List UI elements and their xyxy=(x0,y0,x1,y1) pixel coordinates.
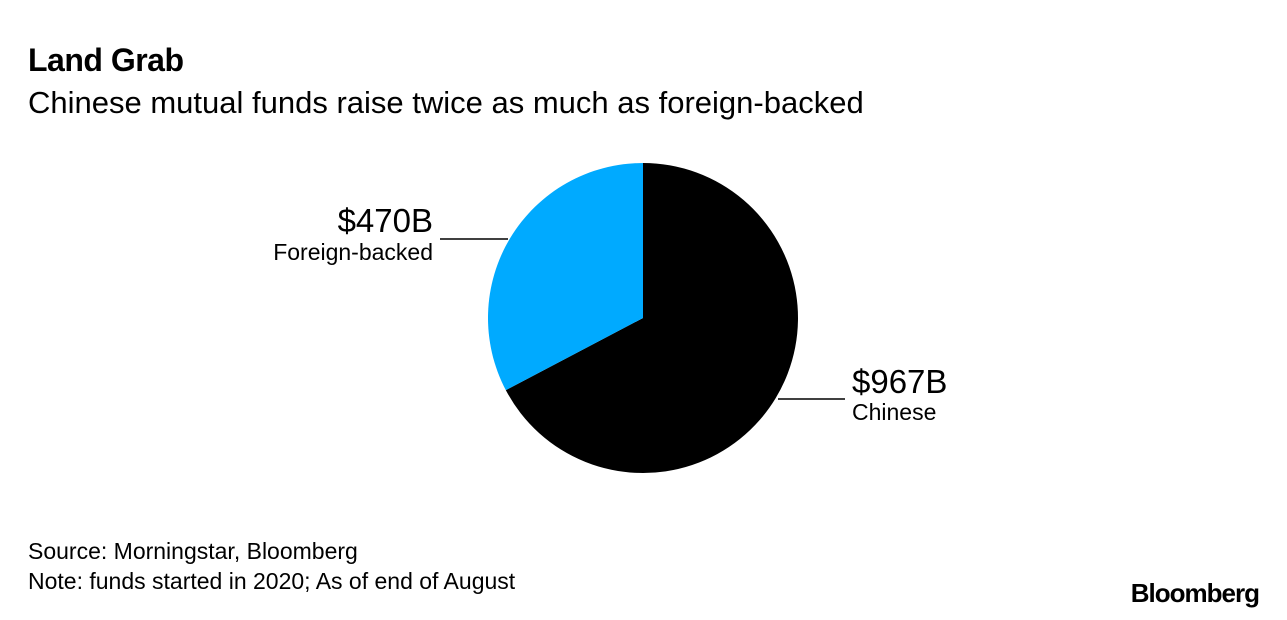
slice-value-label: $967B xyxy=(852,363,947,400)
bloomberg-logo: Bloomberg xyxy=(1130,578,1260,608)
chart-subtitle: Chinese mutual funds raise twice as much… xyxy=(28,85,864,120)
slice-value-label: $470B xyxy=(338,202,433,239)
footnote: Note: funds started in 2020; As of end o… xyxy=(28,568,516,594)
pie-slice-chinese xyxy=(505,163,798,473)
chart-title: Land Grab xyxy=(28,42,184,78)
slice-name-label: Foreign-backed xyxy=(273,239,433,265)
pie-slice-foreign-backed xyxy=(488,163,643,391)
slice-name-label: Chinese xyxy=(852,399,936,425)
source-note: Source: Morningstar, Bloomberg xyxy=(28,538,358,564)
